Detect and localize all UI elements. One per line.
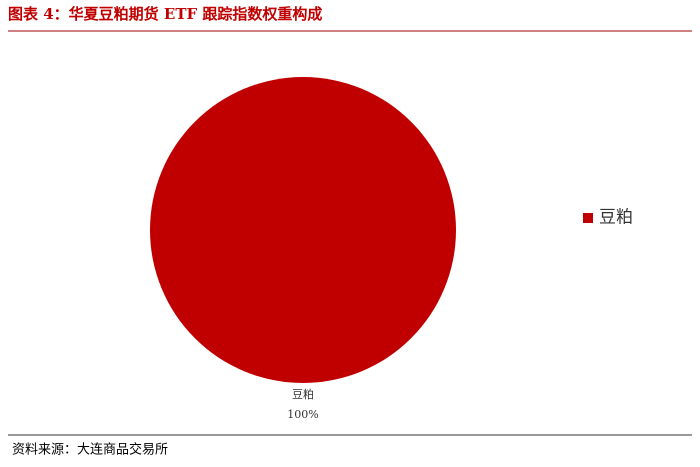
pie-slice xyxy=(150,77,456,383)
legend-swatch xyxy=(583,213,593,223)
chart-title: 图表 4：华夏豆粕期货 ETF 跟踪指数权重构成 xyxy=(8,5,322,23)
slice-category-label: 豆粕 xyxy=(292,387,314,401)
source: 资料来源：大连商品交易所 xyxy=(12,442,168,458)
slice-value-label: 100% xyxy=(287,408,318,421)
legend-label: 豆粕 xyxy=(599,208,633,228)
